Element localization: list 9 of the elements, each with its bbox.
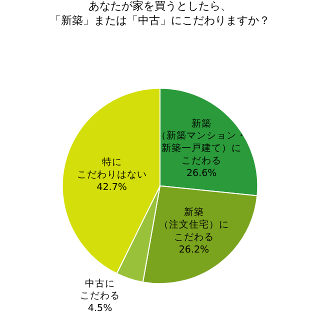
slice-label: 新築（注文住宅）にこだわる	[158, 206, 229, 243]
data-label: 4.5%	[88, 303, 112, 314]
slice-label: 特にこだわりはない	[76, 156, 147, 181]
data-label: 42.7%	[96, 182, 127, 193]
slice-label: 新築（新築マンション・新築一戸建て）にこだわる	[156, 117, 247, 167]
chart-title: あなたが家を買うとしたら、「新築」または「中古」にこだわりますか？	[50, 0, 270, 27]
data-label: 26.2%	[178, 244, 210, 256]
data-label: 26.6%	[186, 168, 217, 179]
slice-label: 中古にこだわる	[80, 277, 120, 302]
